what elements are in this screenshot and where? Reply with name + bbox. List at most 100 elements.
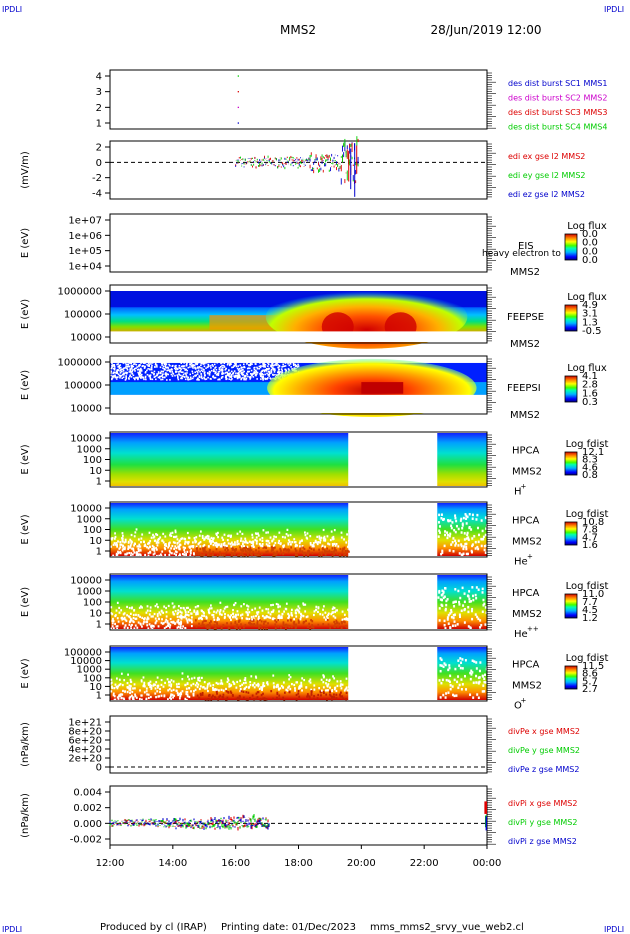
- hpca-speck: [147, 696, 150, 700]
- hpca-speck: [265, 550, 268, 554]
- feepsi-speck: [284, 362, 287, 364]
- hpca-speck: [230, 545, 233, 548]
- hpca-speck: [450, 610, 453, 614]
- hpca-speck: [152, 553, 155, 556]
- feepsi-speck: [212, 365, 214, 367]
- hpca-speck: [311, 552, 314, 555]
- hpca-speck: [341, 551, 344, 554]
- hpca-speck: [317, 610, 319, 614]
- hpca-speck: [470, 609, 473, 613]
- hpca-speck: [217, 698, 220, 701]
- hpca-speck: [283, 544, 286, 547]
- hpca-speck: [137, 621, 140, 624]
- hpca-speck: [471, 544, 474, 548]
- feepsi-speck: [252, 376, 255, 378]
- hpca-speck: [343, 617, 346, 621]
- feepsi-speck: [163, 369, 166, 371]
- hpca-speck: [131, 547, 133, 550]
- feepsi-speck: [185, 375, 188, 377]
- corner-label-tl: IPDLI: [2, 5, 22, 14]
- hpca-speck: [335, 693, 338, 696]
- hpca-speck: [277, 541, 280, 545]
- feepsi-speck: [228, 372, 231, 375]
- hpca-speck: [330, 695, 333, 698]
- hpca-speck: [179, 627, 182, 630]
- hpca-speck: [287, 612, 290, 616]
- hpca-speck: [288, 616, 290, 619]
- feepsi-speck: [269, 377, 272, 379]
- hpca-speck: [227, 691, 230, 694]
- feepsi-speck: [140, 373, 143, 376]
- hpca-speck: [446, 533, 449, 537]
- feepsi-speck: [181, 375, 183, 377]
- hpca-speck: [464, 659, 467, 662]
- hpca-speck: [117, 552, 120, 555]
- hpca-speck: [297, 690, 300, 693]
- hpca-speck: [210, 607, 213, 610]
- hpca-speck: [315, 608, 318, 611]
- feepsi-speck: [126, 371, 128, 374]
- hpca-speck: [243, 626, 245, 629]
- feepsi-speck: [150, 371, 153, 374]
- hpca-speck: [274, 619, 276, 622]
- hpca-speck: [203, 547, 206, 550]
- feepsi-speck: [129, 370, 132, 373]
- hpca-speck: [116, 545, 119, 548]
- hpca-speck: [284, 536, 287, 539]
- hpca-speck: [132, 697, 135, 700]
- hpca-speck: [164, 543, 167, 546]
- hpca-speck: [145, 690, 148, 693]
- hpca-speck: [186, 541, 189, 544]
- hpca-speck: [229, 684, 232, 688]
- hpca-speck: [158, 695, 161, 698]
- hpca-speck: [121, 683, 124, 687]
- hpca-speck: [343, 621, 346, 624]
- feepsi-speck: [190, 363, 192, 365]
- feepsi-speck: [215, 373, 218, 376]
- hpca-speck: [152, 546, 155, 549]
- hpca-speck: [180, 620, 182, 623]
- hpca-speck: [246, 547, 249, 550]
- feepsi-speck: [205, 367, 207, 369]
- hpca-speck: [325, 689, 327, 692]
- hpca-speck: [234, 550, 236, 553]
- hpca-speck: [215, 532, 218, 535]
- hpca-speck: [274, 623, 277, 626]
- hpca-speck: [209, 549, 211, 552]
- hpca-speck: [185, 554, 187, 557]
- feepsi-speck: [272, 364, 275, 367]
- hpca-speck: [313, 610, 316, 613]
- hpca-speck: [295, 554, 297, 558]
- feepsi-speck: [239, 376, 241, 378]
- right-minor-ticks: [487, 788, 496, 845]
- hpca-speck: [214, 544, 217, 547]
- hpca-speck: [139, 689, 141, 692]
- hpca-speck: [174, 529, 177, 532]
- hpca-speck: [150, 686, 153, 690]
- hpca-speck: [241, 548, 244, 551]
- hpca-speck: [259, 554, 261, 557]
- hpca-speck: [167, 624, 170, 628]
- hpca-speck: [471, 659, 474, 662]
- hpca-speck: [273, 618, 276, 621]
- hpca-speck: [287, 542, 290, 545]
- feepsi-speck: [153, 370, 156, 373]
- feepsi-speck: [128, 378, 130, 380]
- feepsi-speck: [247, 367, 250, 369]
- feepsi-speck: [245, 378, 247, 381]
- hpca-speck: [348, 609, 351, 612]
- hpca-speck: [438, 619, 441, 622]
- hpca-speck: [320, 678, 323, 681]
- hpca-speck: [329, 694, 332, 697]
- hpca-speck: [137, 550, 140, 553]
- hpca-speck: [317, 693, 320, 697]
- feepsi-speck: [111, 364, 114, 367]
- feepsi-speck: [290, 366, 292, 368]
- feepsi-speck: [190, 378, 192, 380]
- hpca-speck: [120, 609, 123, 612]
- hpca-speck: [472, 598, 475, 602]
- hpca-speck: [473, 660, 476, 663]
- hpca-speck: [284, 627, 287, 630]
- feepsi-speck: [155, 364, 158, 366]
